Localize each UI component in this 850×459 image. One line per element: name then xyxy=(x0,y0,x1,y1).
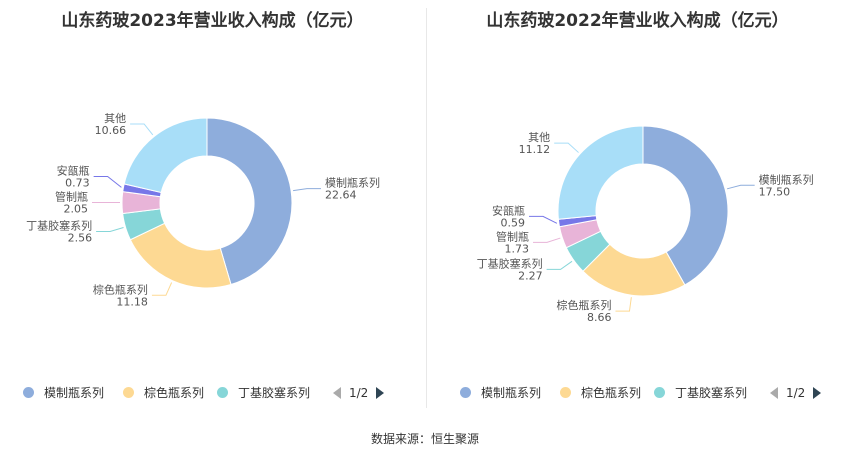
legend: 模制瓶系列 棕色瓶系列 丁基胶塞系列 1/2 xyxy=(0,384,425,402)
label-leader-line xyxy=(93,175,122,188)
label-leader-line xyxy=(533,237,561,243)
slice-label-name: 模制瓶系列 xyxy=(759,172,814,186)
legend-dot-icon xyxy=(460,387,471,398)
slice-label-value: 2.05 xyxy=(64,202,89,215)
legend: 模制瓶系列 棕色瓶系列 丁基胶塞系列 1/2 xyxy=(425,384,850,402)
label-leader-line xyxy=(96,227,124,232)
label-leader-line xyxy=(615,297,632,312)
legend-page-number: 1/2 xyxy=(786,386,806,400)
label-leader-line xyxy=(151,282,173,296)
legend-item-butyl[interactable]: 丁基胶塞系列 xyxy=(654,384,747,402)
next-page-icon[interactable] xyxy=(813,386,822,399)
slice-label-value: 1.73 xyxy=(505,242,530,255)
slice-label-value: 10.66 xyxy=(95,124,127,137)
legend-pager: 1/2 xyxy=(333,384,385,402)
chart-panel-2022: 山东药玻2022年营业收入构成（亿元） 模制瓶系列 17.50 棕色瓶系列 8.66 丁… xyxy=(425,0,850,412)
legend-item-butyl[interactable]: 丁基胶塞系列 xyxy=(217,384,310,402)
legend-item-brown[interactable]: 棕色瓶系列 xyxy=(560,384,641,402)
label-leader-line xyxy=(293,188,321,192)
slice-label-value: 11.12 xyxy=(519,143,551,156)
legend-item-brown[interactable]: 棕色瓶系列 xyxy=(123,384,204,402)
prev-page-icon[interactable] xyxy=(333,386,341,399)
slice-label-name: 其他 xyxy=(104,112,126,125)
label-leader-line xyxy=(529,215,558,224)
data-source: 数据来源：恒生聚源 xyxy=(370,432,479,446)
donut-slice[interactable] xyxy=(206,117,293,286)
chart-title: 山东药玻2023年营业收入构成（亿元） xyxy=(61,11,364,31)
legend-dot-icon xyxy=(560,387,571,398)
donut-slice[interactable] xyxy=(557,125,644,220)
slice-label-value: 8.66 xyxy=(587,311,612,324)
legend-dot-icon xyxy=(217,387,228,398)
slice-label-value: 2.27 xyxy=(518,269,543,282)
label-leader-line xyxy=(726,184,755,190)
slice-label-name: 模制瓶系列 xyxy=(325,176,380,190)
slice-label-name: 其他 xyxy=(528,131,550,144)
slice-label-value: 11.18 xyxy=(116,295,148,308)
slice-label-name: 安瓿瓶 xyxy=(492,203,525,217)
slice-label-value: 2.56 xyxy=(68,231,93,244)
donut-slice[interactable] xyxy=(642,125,729,286)
legend-item-moulded[interactable]: 模制瓶系列 xyxy=(23,384,104,402)
slice-label-name: 管制瓶 xyxy=(496,229,529,243)
legend-dot-icon xyxy=(654,387,665,398)
label-leader-line xyxy=(130,123,154,136)
slice-label-name: 丁基胶塞系列 xyxy=(477,256,543,270)
slice-label-name: 安瓿瓶 xyxy=(57,163,90,177)
donut-slice[interactable] xyxy=(123,117,208,194)
slice-label-name: 棕色瓶系列 xyxy=(556,298,611,312)
legend-dot-icon xyxy=(23,387,34,398)
slice-label-name: 管制瓶 xyxy=(55,189,88,203)
slice-label-name: 丁基胶塞系列 xyxy=(26,218,92,232)
legend-pager: 1/2 xyxy=(770,384,822,402)
label-leader-line xyxy=(546,260,573,270)
prev-page-icon[interactable] xyxy=(770,386,778,399)
legend-dot-icon xyxy=(123,387,134,398)
chart-panel-2023: 山东药玻2023年营业收入构成（亿元） 模制瓶系列 22.64 棕色瓶系列 11.18… xyxy=(0,0,425,412)
legend-page-number: 1/2 xyxy=(349,386,369,400)
label-leader-line xyxy=(554,142,579,153)
slice-label-name: 棕色瓶系列 xyxy=(93,282,148,296)
slice-label-value: 0.73 xyxy=(65,176,90,189)
next-page-icon[interactable] xyxy=(376,386,385,399)
chart-title: 山东药玻2022年营业收入构成（亿元） xyxy=(486,11,789,31)
panel-divider xyxy=(426,8,427,408)
legend-item-moulded[interactable]: 模制瓶系列 xyxy=(460,384,541,402)
slice-label-value: 17.50 xyxy=(759,185,791,198)
slice-label-value: 0.59 xyxy=(501,216,526,229)
slice-label-value: 22.64 xyxy=(325,189,357,202)
